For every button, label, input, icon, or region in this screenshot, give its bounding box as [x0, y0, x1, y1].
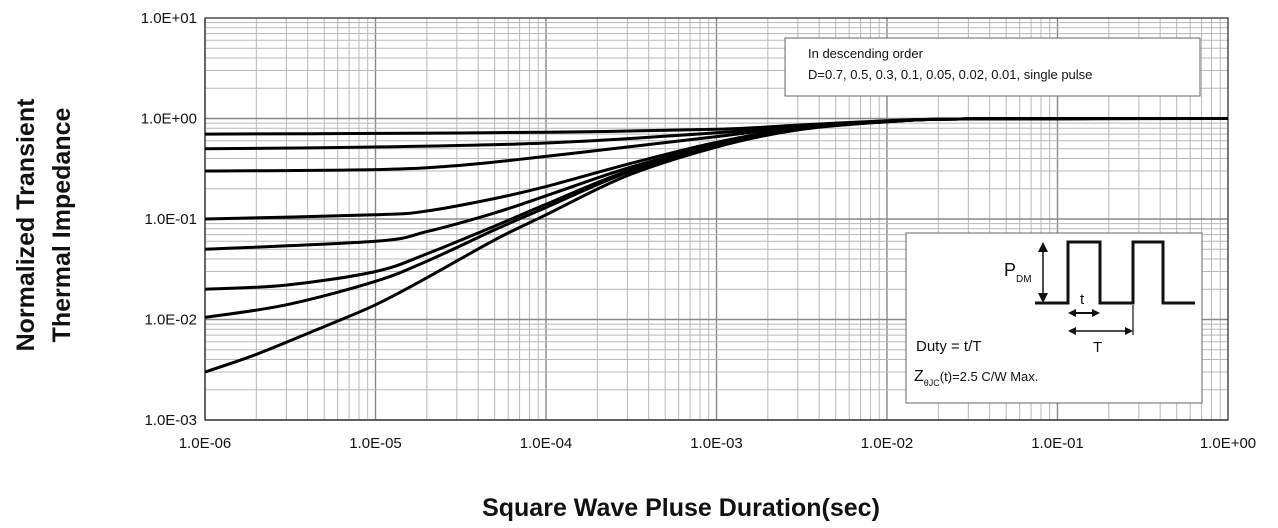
- pdm-arrowhead-top: [1038, 242, 1048, 252]
- x-axis-label: Square Wave Pluse Duration(sec): [482, 494, 880, 522]
- period-label: T: [1093, 339, 1102, 356]
- x-tick-labels: 1.0E-06 1.0E-05 1.0E-04 1.0E-03 1.0E-02 1.0E-…: [179, 435, 1256, 452]
- y-axis-label-line1: Normalized Transient: [12, 98, 40, 352]
- y-tick-label: 1.0E+01: [141, 10, 197, 27]
- x-tick-label: 1.0E-02: [861, 435, 914, 452]
- y-tick-label: 1.0E-01: [144, 211, 197, 228]
- x-tick-label: 1.0E-01: [1031, 435, 1084, 452]
- y-tick-label: 1.0E-02: [144, 312, 197, 329]
- y-tick-label: 1.0E+00: [141, 111, 197, 128]
- y-axis-label: Normalized Transient Thermal Impedance: [12, 98, 76, 352]
- curves: [204, 117, 1229, 374]
- x-tick-label: 1.0E-06: [179, 435, 232, 452]
- t-arrowhead-left: [1068, 309, 1076, 317]
- period-arrowhead-left: [1068, 327, 1076, 335]
- y-tick-label: 1.0E-03: [144, 412, 197, 429]
- period-arrowhead-right: [1125, 327, 1133, 335]
- pulse-waveform: [1035, 240, 1195, 305]
- y-axis-label-line2: Thermal Impedance: [48, 108, 76, 343]
- t-label: t: [1080, 291, 1085, 308]
- x-tick-label: 1.0E-04: [520, 435, 573, 452]
- legend-line2: D=0.7, 0.5, 0.3, 0.1, 0.05, 0.02, 0.01, …: [808, 67, 1092, 82]
- x-tick-label: 1.0E-05: [349, 435, 402, 452]
- pdm-label: PDM: [1004, 260, 1032, 285]
- inset-box: PDM t T Duty = t/T ZθJC(t)=2.5 C/W Max.: [905, 232, 1203, 404]
- inset-background: [905, 232, 1203, 404]
- y-tick-labels: 1.0E+01 1.0E+00 1.0E-01 1.0E-02 1.0E-03: [141, 10, 197, 429]
- x-tick-label: 1.0E-03: [690, 435, 743, 452]
- series-line-7: [204, 117, 1229, 374]
- legend-box: In descending order D=0.7, 0.5, 0.3, 0.1…: [784, 37, 1201, 97]
- duty-text: Duty = t/T: [916, 338, 981, 355]
- zthjc-text: ZθJC(t)=2.5 C/W Max.: [914, 368, 1038, 388]
- x-tick-label: 1.0E+00: [1200, 435, 1256, 452]
- t-arrowhead-right: [1092, 309, 1100, 317]
- pdm-arrowhead-bottom: [1038, 293, 1048, 303]
- legend-line1: In descending order: [808, 46, 924, 61]
- legend-background: [784, 37, 1201, 97]
